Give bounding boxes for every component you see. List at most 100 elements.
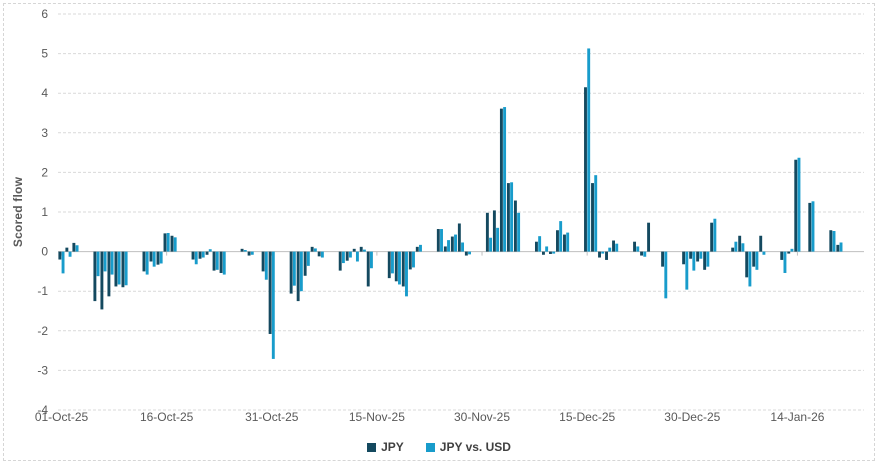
bar-jpy[interactable] <box>191 251 195 260</box>
bar-jpy-vs-usd[interactable] <box>811 201 815 252</box>
bar-jpy-vs-usd[interactable] <box>222 251 226 275</box>
bar-jpy[interactable] <box>534 241 538 252</box>
bar-jpy[interactable] <box>689 251 693 259</box>
bar-jpy-vs-usd[interactable] <box>145 251 149 275</box>
bar-jpy-vs-usd[interactable] <box>299 251 303 292</box>
bar-jpy-vs-usd[interactable] <box>398 251 401 285</box>
bar-jpy-vs-usd[interactable] <box>454 234 457 252</box>
bar-jpy[interactable] <box>612 240 615 252</box>
bar-jpy-vs-usd[interactable] <box>510 182 514 252</box>
bar-jpy-vs-usd[interactable] <box>61 251 65 274</box>
bar-jpy-vs-usd[interactable] <box>355 251 359 262</box>
bar-jpy[interactable] <box>310 246 314 252</box>
bar-jpy[interactable] <box>93 251 97 302</box>
bar-jpy-vs-usd[interactable] <box>559 221 563 252</box>
bar-jpy[interactable] <box>542 251 545 255</box>
bar-jpy-vs-usd[interactable] <box>159 251 163 264</box>
bar-jpy[interactable] <box>499 108 503 252</box>
bar-jpy[interactable] <box>787 251 791 254</box>
bar-jpy[interactable] <box>513 200 517 252</box>
bar-jpy-vs-usd[interactable] <box>348 251 352 258</box>
bar-jpy[interactable] <box>198 251 202 259</box>
bar-jpy[interactable] <box>142 251 146 272</box>
bar-jpy-vs-usd[interactable] <box>68 251 72 257</box>
bar-jpy-vs-usd[interactable] <box>706 251 710 267</box>
bar-jpy[interactable] <box>457 223 461 252</box>
bar-jpy[interactable] <box>556 230 559 252</box>
bar-jpy-vs-usd[interactable] <box>741 243 745 252</box>
bar-jpy[interactable] <box>205 251 209 255</box>
bar-jpy-vs-usd[interactable] <box>103 251 107 272</box>
bar-jpy[interactable] <box>598 251 601 258</box>
bar-jpy[interactable] <box>366 251 370 287</box>
bar-jpy-vs-usd[interactable] <box>271 251 275 359</box>
bar-jpy-vs-usd[interactable] <box>734 241 738 252</box>
bar-jpy-vs-usd[interactable] <box>699 251 703 259</box>
bar-jpy[interactable] <box>408 251 412 270</box>
bar-jpy[interactable] <box>752 251 756 267</box>
bar-jpy-vs-usd[interactable] <box>391 251 394 274</box>
bar-jpy-vs-usd[interactable] <box>762 251 766 255</box>
bar-jpy[interactable] <box>591 183 594 252</box>
legend-item-jpy-vs-usd[interactable]: JPY vs. USD <box>425 440 511 454</box>
bar-jpy[interactable] <box>352 248 356 252</box>
bar-jpy[interactable] <box>443 246 447 252</box>
bar-jpy-vs-usd[interactable] <box>166 232 170 252</box>
bar-jpy-vs-usd[interactable] <box>594 175 598 252</box>
bar-jpy-vs-usd[interactable] <box>369 251 373 269</box>
bar-jpy[interactable] <box>65 247 69 252</box>
bar-jpy-vs-usd[interactable] <box>447 240 450 252</box>
bar-jpy[interactable] <box>661 251 665 267</box>
bar-jpy-vs-usd[interactable] <box>517 212 521 252</box>
bar-jpy-vs-usd[interactable] <box>201 251 205 258</box>
bar-jpy[interactable] <box>72 242 76 252</box>
bar-jpy[interactable] <box>731 247 735 252</box>
bar-jpy[interactable] <box>745 251 749 278</box>
bar-jpy-vs-usd[interactable] <box>341 251 345 264</box>
bar-jpy[interactable] <box>359 246 363 252</box>
bar-jpy[interactable] <box>163 233 167 252</box>
bar-jpy[interactable] <box>696 251 700 262</box>
bar-jpy-vs-usd[interactable] <box>797 157 801 252</box>
bar-jpy-vs-usd[interactable] <box>839 242 843 252</box>
bar-jpy-vs-usd[interactable] <box>713 218 717 252</box>
bar-jpy[interactable] <box>794 159 798 252</box>
bar-jpy[interactable] <box>485 212 489 252</box>
bar-jpy[interactable] <box>450 236 454 252</box>
bar-jpy-vs-usd[interactable] <box>75 245 79 252</box>
bar-jpy-vs-usd[interactable] <box>292 251 296 286</box>
bar-jpy-vs-usd[interactable] <box>419 244 422 252</box>
bar-jpy[interactable] <box>492 210 496 252</box>
bar-jpy-vs-usd[interactable] <box>173 237 177 252</box>
bar-jpy-vs-usd[interactable] <box>601 251 605 254</box>
bar-jpy-vs-usd[interactable] <box>362 249 366 252</box>
bar-jpy[interactable] <box>682 251 686 265</box>
bar-jpy[interactable] <box>464 251 468 256</box>
bar-jpy-vs-usd[interactable] <box>405 251 408 297</box>
bar-jpy-vs-usd[interactable] <box>566 232 570 252</box>
bar-jpy[interactable] <box>710 222 714 252</box>
bar-jpy[interactable] <box>780 251 784 260</box>
bar-jpy[interactable] <box>212 251 216 271</box>
bar-jpy[interactable] <box>107 251 111 297</box>
bar-jpy-vs-usd[interactable] <box>748 251 752 287</box>
bar-jpy-vs-usd[interactable] <box>208 249 212 252</box>
legend-item-jpy[interactable]: JPY <box>367 440 404 454</box>
bar-jpy-vs-usd[interactable] <box>117 251 121 285</box>
bar-jpy[interactable] <box>170 235 174 252</box>
bar-jpy[interactable] <box>387 251 391 279</box>
bar-jpy-vs-usd[interactable] <box>643 251 647 257</box>
bar-jpy[interactable] <box>100 251 104 310</box>
bar-jpy[interactable] <box>633 241 637 252</box>
bar-jpy[interactable] <box>394 251 398 282</box>
bar-jpy-vs-usd[interactable] <box>243 250 247 252</box>
bar-jpy-vs-usd[interactable] <box>313 248 317 252</box>
bar-jpy[interactable] <box>58 251 62 260</box>
bar-jpy[interactable] <box>303 251 307 276</box>
bar-jpy-vs-usd[interactable] <box>96 251 100 277</box>
bar-jpy-vs-usd[interactable] <box>412 251 415 268</box>
bar-jpy[interactable] <box>268 251 272 334</box>
bar-jpy-vs-usd[interactable] <box>496 227 500 252</box>
bar-jpy-vs-usd[interactable] <box>636 246 640 252</box>
bar-jpy[interactable] <box>703 251 707 270</box>
